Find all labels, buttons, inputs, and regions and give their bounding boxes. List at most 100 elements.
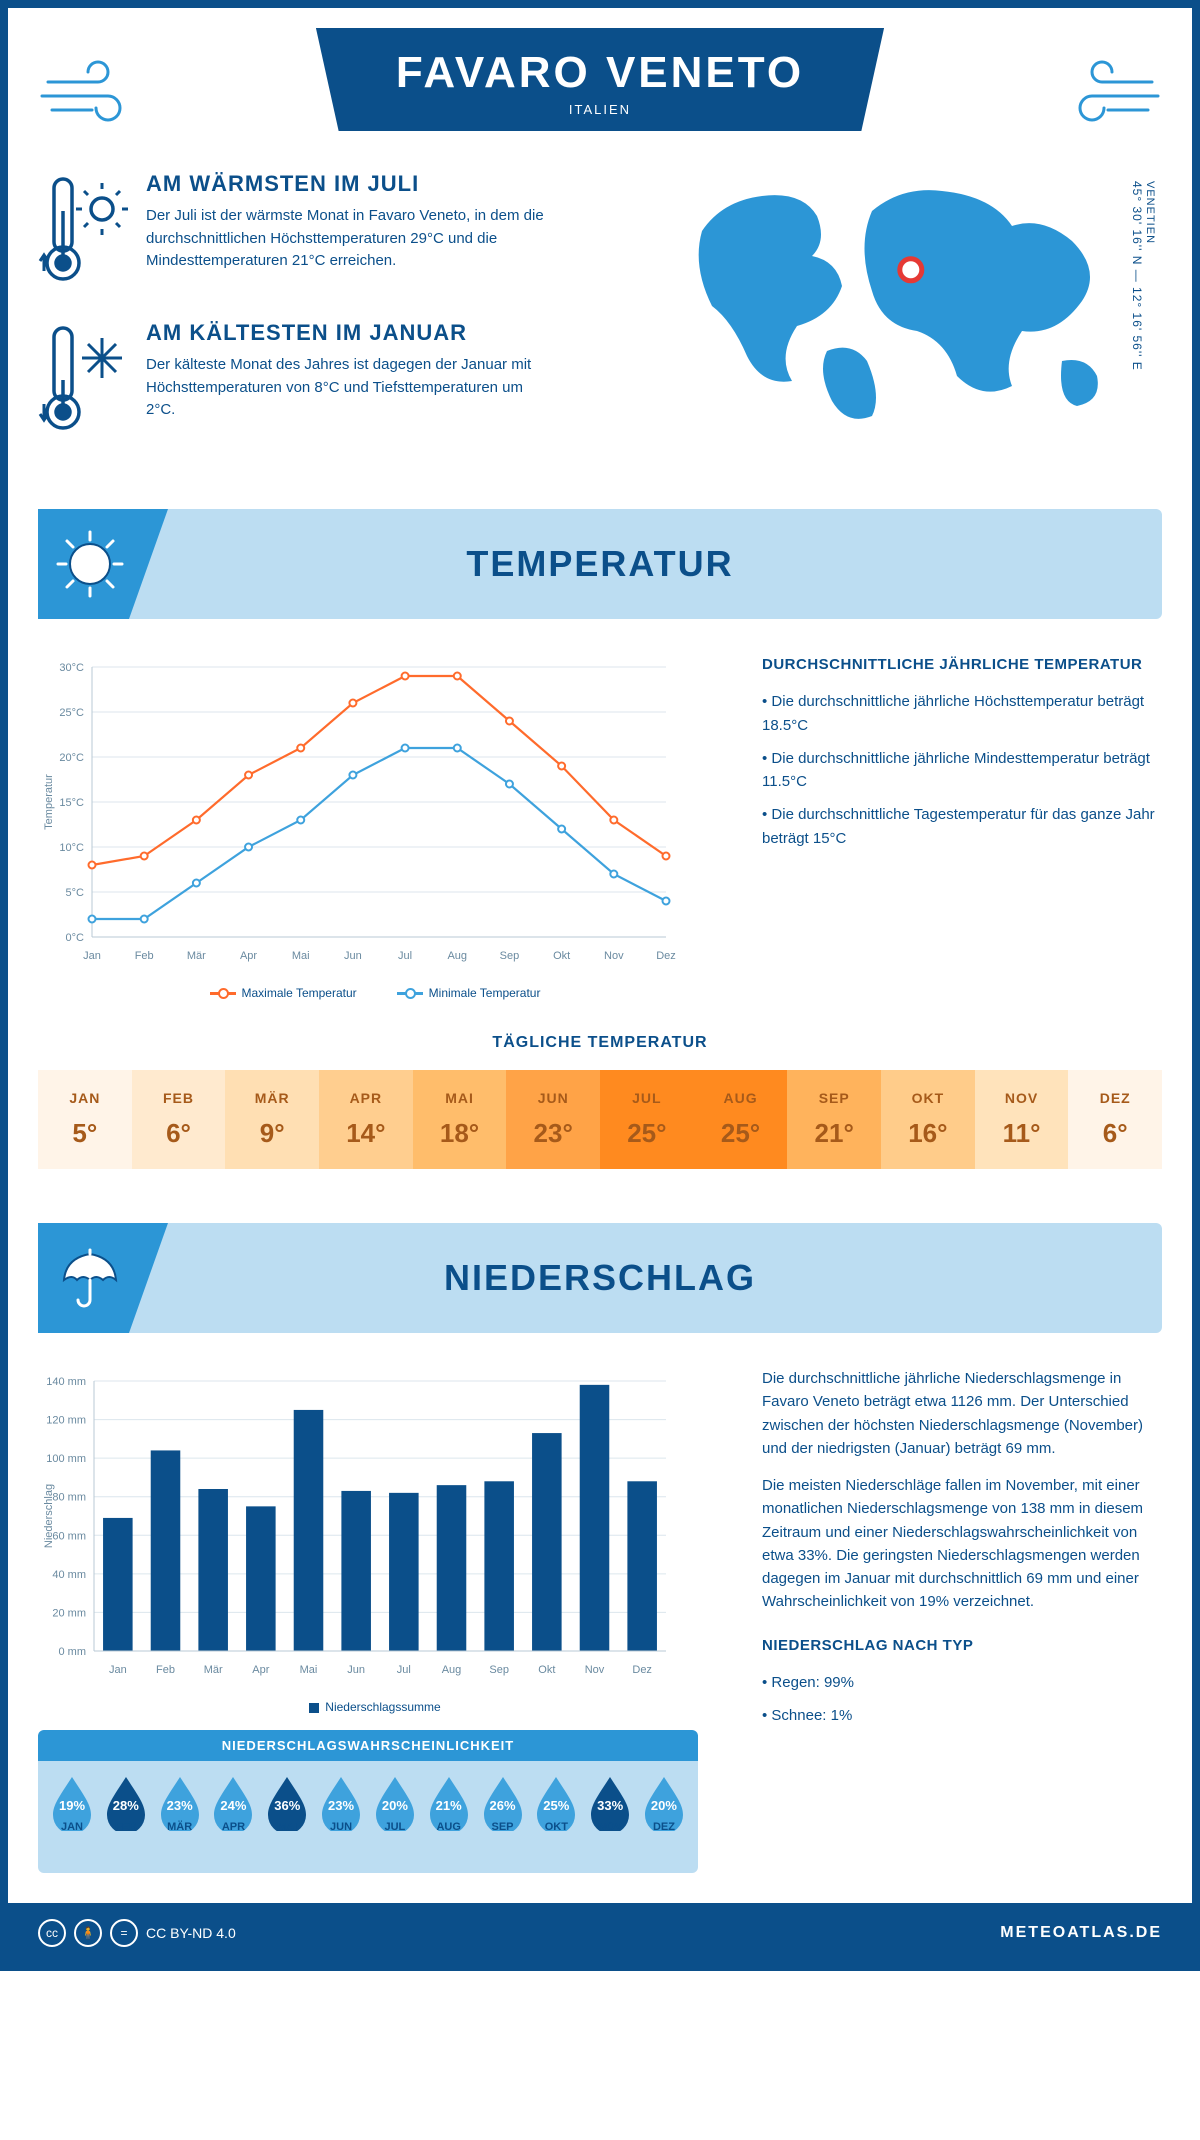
- svg-text:0 mm: 0 mm: [59, 1646, 87, 1658]
- rain-probability-box: NIEDERSCHLAGSWAHRSCHEINLICHKEIT 19%JAN28…: [38, 1730, 698, 1873]
- svg-text:Okt: Okt: [553, 950, 570, 962]
- daily-temp-title: TÄGLICHE TEMPERATUR: [38, 1034, 1162, 1052]
- daily-temp-row: JAN5°FEB6°MÄR9°APR14°MAI18°JUN23°JUL25°A…: [38, 1070, 1162, 1169]
- coldest-title: AM KÄLTESTEN IM JANUAR: [146, 320, 546, 346]
- license-text: CC BY-ND 4.0: [146, 1925, 236, 1941]
- rain-type-title: NIEDERSCHLAG NACH TYP: [762, 1634, 1162, 1657]
- rain-prob-drop: 23%JUN: [317, 1775, 365, 1863]
- daily-temp-cell: JAN5°: [38, 1070, 132, 1169]
- rain-prob-drop: 26%SEP: [479, 1775, 527, 1863]
- svg-text:Apr: Apr: [240, 950, 257, 962]
- rain-p1: Die durchschnittliche jährliche Niedersc…: [762, 1367, 1162, 1460]
- svg-text:Mai: Mai: [300, 1664, 318, 1676]
- svg-text:Jul: Jul: [398, 950, 412, 962]
- svg-text:120 mm: 120 mm: [46, 1415, 86, 1427]
- nd-icon: =: [110, 1919, 138, 1947]
- rain-prob-drop: 28%FEB: [102, 1775, 150, 1863]
- svg-text:Mai: Mai: [292, 950, 310, 962]
- svg-text:Jan: Jan: [109, 1664, 127, 1676]
- thermometer-sun-icon: [38, 171, 128, 296]
- svg-text:Aug: Aug: [442, 1664, 462, 1676]
- rain-prob-drop: 19%JAN: [48, 1775, 96, 1863]
- warmest-title: AM WÄRMSTEN IM JULI: [146, 171, 546, 197]
- svg-text:0°C: 0°C: [66, 932, 85, 944]
- svg-text:Sep: Sep: [489, 1664, 509, 1676]
- temp-side-title: DURCHSCHNITTLICHE JÄHRLICHE TEMPERATUR: [762, 653, 1162, 676]
- svg-text:Dez: Dez: [656, 950, 676, 962]
- svg-text:25°C: 25°C: [59, 707, 84, 719]
- svg-text:5°C: 5°C: [66, 887, 85, 899]
- title-banner: FAVARO VENETO ITALIEN: [316, 28, 884, 131]
- rain-legend: Niederschlagssumme: [38, 1700, 712, 1714]
- svg-text:Mär: Mär: [187, 950, 206, 962]
- rain-prob-drop: 20%JUL: [371, 1775, 419, 1863]
- svg-text:Jun: Jun: [344, 950, 362, 962]
- svg-text:140 mm: 140 mm: [46, 1376, 86, 1388]
- svg-text:Aug: Aug: [447, 950, 467, 962]
- coordinates: VENETIEN 45° 30' 16'' N — 12° 16' 56'' E: [1130, 171, 1156, 371]
- sun-icon: [38, 509, 168, 619]
- rain-section-header: NIEDERSCHLAG: [38, 1223, 1162, 1333]
- world-map: [682, 171, 1122, 431]
- daily-temp-cell: APR14°: [319, 1070, 413, 1169]
- svg-text:Feb: Feb: [156, 1664, 175, 1676]
- by-icon: 🧍: [74, 1919, 102, 1947]
- rain-bar-chart: 0 mm20 mm40 mm60 mm80 mm100 mm120 mm140 …: [38, 1367, 712, 1692]
- footer: cc 🧍 = CC BY-ND 4.0 METEOATLAS.DE: [8, 1903, 1192, 1963]
- svg-text:Jan: Jan: [83, 950, 101, 962]
- rain-type-snow: • Schnee: 1%: [762, 1704, 1162, 1727]
- legend-max: Maximale Temperatur: [242, 986, 357, 1000]
- svg-text:Nov: Nov: [585, 1664, 605, 1676]
- coldest-block: AM KÄLTESTEN IM JANUAR Der kälteste Mona…: [38, 320, 642, 445]
- daily-temp-cell: AUG25°: [694, 1070, 788, 1169]
- svg-text:Sep: Sep: [500, 950, 520, 962]
- svg-text:20°C: 20°C: [59, 752, 84, 764]
- svg-text:Nov: Nov: [604, 950, 624, 962]
- svg-text:15°C: 15°C: [59, 797, 84, 809]
- daily-temp-cell: DEZ6°: [1068, 1070, 1162, 1169]
- rain-prob-drop: 23%MÄR: [156, 1775, 204, 1863]
- daily-temp-cell: NOV11°: [975, 1070, 1069, 1169]
- temperature-section-header: TEMPERATUR: [38, 509, 1162, 619]
- temp-legend: Maximale Temperatur Minimale Temperatur: [38, 986, 712, 1000]
- warmest-block: AM WÄRMSTEN IM JULI Der Juli ist der wär…: [38, 171, 642, 296]
- svg-text:60 mm: 60 mm: [52, 1530, 86, 1542]
- temperature-line-chart: 0°C5°C10°C15°C20°C25°C30°CJanFebMärAprMa…: [38, 653, 712, 978]
- rain-type-rain: • Regen: 99%: [762, 1671, 1162, 1694]
- rain-prob-drop: 36%MAI: [263, 1775, 311, 1863]
- svg-text:Okt: Okt: [538, 1664, 555, 1676]
- warmest-text: Der Juli ist der wärmste Monat in Favaro…: [146, 205, 546, 273]
- svg-text:Dez: Dez: [632, 1664, 652, 1676]
- svg-text:80 mm: 80 mm: [52, 1492, 86, 1504]
- svg-text:40 mm: 40 mm: [52, 1569, 86, 1581]
- license: cc 🧍 = CC BY-ND 4.0: [38, 1919, 236, 1947]
- rain-prob-drop: 25%OKT: [532, 1775, 580, 1863]
- svg-text:100 mm: 100 mm: [46, 1453, 86, 1465]
- svg-text:Jun: Jun: [347, 1664, 365, 1676]
- daily-temp-cell: OKT16°: [881, 1070, 975, 1169]
- wind-icon: [38, 52, 138, 132]
- wind-icon: [1062, 52, 1162, 132]
- temp-bullet: • Die durchschnittliche jährliche Mindes…: [762, 747, 1162, 794]
- daily-temp-cell: MÄR9°: [225, 1070, 319, 1169]
- rain-prob-drop: 24%APR: [209, 1775, 257, 1863]
- rain-p2: Die meisten Niederschläge fallen im Nove…: [762, 1474, 1162, 1614]
- daily-temp-cell: SEP21°: [787, 1070, 881, 1169]
- coords-value: 45° 30' 16'' N — 12° 16' 56'' E: [1130, 181, 1144, 371]
- page-title: FAVARO VENETO: [396, 48, 804, 98]
- region-label: VENETIEN: [1144, 181, 1156, 365]
- daily-temp-cell: JUN23°: [506, 1070, 600, 1169]
- rain-prob-drop: 20%DEZ: [640, 1775, 688, 1863]
- svg-text:Jul: Jul: [397, 1664, 411, 1676]
- svg-text:10°C: 10°C: [59, 842, 84, 854]
- daily-temp-cell: JUL25°: [600, 1070, 694, 1169]
- legend-min: Minimale Temperatur: [429, 986, 541, 1000]
- prob-title: NIEDERSCHLAGSWAHRSCHEINLICHKEIT: [38, 1730, 698, 1761]
- svg-text:Apr: Apr: [252, 1664, 269, 1676]
- rain-prob-drop: 21%AUG: [425, 1775, 473, 1863]
- brand: METEOATLAS.DE: [1000, 1924, 1162, 1942]
- temperature-title: TEMPERATUR: [466, 543, 733, 585]
- thermometer-snow-icon: [38, 320, 128, 445]
- page-subtitle: ITALIEN: [396, 102, 804, 117]
- temp-bullet: • Die durchschnittliche jährliche Höchst…: [762, 690, 1162, 737]
